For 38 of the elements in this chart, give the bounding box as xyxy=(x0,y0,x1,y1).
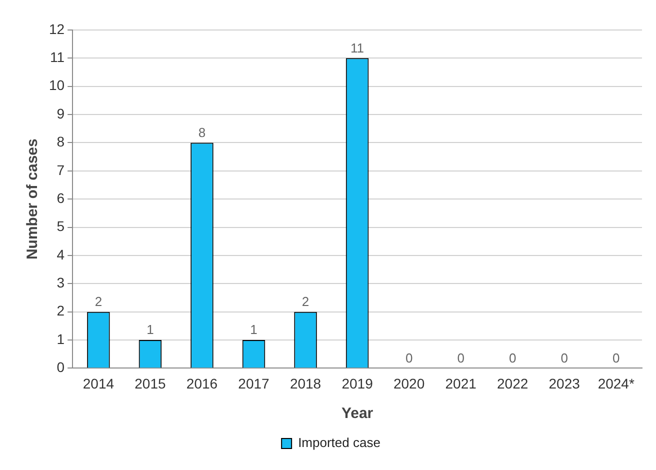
y-tick-label: 4 xyxy=(56,246,65,262)
y-tick-label: 7 xyxy=(56,162,65,178)
y-tick-label: 6 xyxy=(56,190,65,206)
x-tick-label: 2014 xyxy=(82,375,114,392)
x-tick-label: 2022 xyxy=(497,375,528,392)
y-tick-label: 3 xyxy=(56,274,65,291)
data-label: 1 xyxy=(146,322,154,338)
x-tick-label: 2021 xyxy=(445,375,477,392)
y-tick-label: 9 xyxy=(56,105,65,122)
y-tick-label: 2 xyxy=(56,302,65,319)
data-label: 0 xyxy=(560,350,568,366)
x-tick-label: 2019 xyxy=(342,375,374,392)
x-tick-label: 2024* xyxy=(598,375,635,392)
x-tick-label: 2017 xyxy=(238,375,270,392)
y-tick-label: 11 xyxy=(50,49,65,66)
x-axis-title: Year xyxy=(341,405,374,422)
data-label: 0 xyxy=(457,350,464,366)
data-label: 0 xyxy=(508,350,516,366)
x-tick-label: 2020 xyxy=(393,375,425,392)
data-label: 2 xyxy=(94,294,102,309)
y-tick-label: 8 xyxy=(56,134,65,150)
data-label: 2 xyxy=(302,294,310,309)
data-label: 0 xyxy=(405,350,413,366)
y-tick-label: 1 xyxy=(56,330,65,347)
x-tick-label: 2018 xyxy=(290,375,322,392)
legend-label: Imported case xyxy=(298,435,380,450)
data-label: 1 xyxy=(250,322,258,338)
x-tick-label: 2015 xyxy=(134,375,166,392)
y-tick-label: 12 xyxy=(48,20,65,37)
x-tick-label: 2023 xyxy=(548,375,580,392)
data-label: 8 xyxy=(198,124,206,140)
y-tick-label: 5 xyxy=(56,218,65,234)
y-axis-title: Number of cases xyxy=(24,138,42,260)
y-tick-label: 0 xyxy=(56,359,65,376)
data-label: 0 xyxy=(612,350,620,366)
data-label: 11 xyxy=(350,40,364,56)
y-tick-label: 10 xyxy=(48,77,65,94)
x-tick-label: 2016 xyxy=(186,375,218,392)
